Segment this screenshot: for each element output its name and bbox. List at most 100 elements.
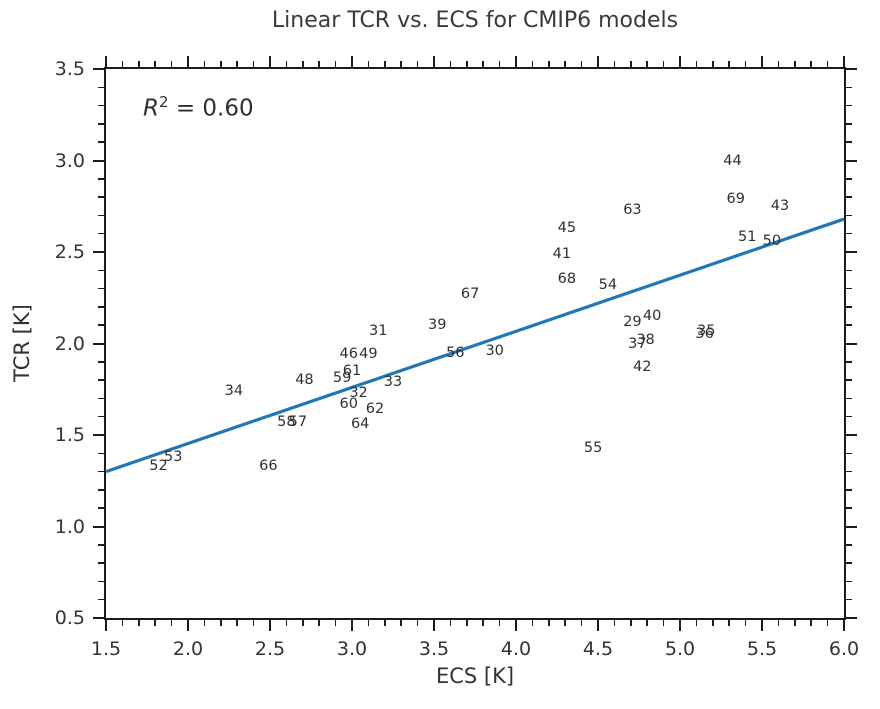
x-minor-tick — [728, 618, 730, 626]
x-minor-tick — [712, 61, 714, 69]
y-minor-tick — [844, 232, 852, 235]
x-tick-label: 2.0 — [172, 638, 204, 660]
x-minor-tick — [744, 618, 747, 626]
point-label: 53 — [164, 448, 183, 465]
y-minor-tick — [844, 287, 852, 290]
y-minor-tick — [844, 415, 852, 418]
x-minor-tick — [712, 618, 714, 626]
point-label: 31 — [369, 322, 388, 339]
y-major-tick — [93, 525, 106, 528]
y-minor-tick — [844, 104, 852, 107]
point-label: 36 — [695, 326, 714, 343]
x-major-tick — [187, 618, 189, 631]
x-tick-label: 5.0 — [664, 638, 696, 660]
y-minor-tick — [844, 379, 852, 381]
y-minor-tick — [98, 232, 106, 235]
y-minor-tick — [844, 306, 852, 308]
y-major-tick — [93, 159, 106, 162]
x-major-tick — [351, 56, 353, 69]
x-minor-tick — [498, 61, 501, 69]
x-minor-tick — [400, 61, 402, 69]
x-minor-tick — [154, 618, 156, 626]
x-tick-label: 4.0 — [500, 638, 532, 660]
x-minor-tick — [613, 618, 616, 626]
y-minor-tick — [844, 86, 852, 89]
x-minor-tick — [580, 61, 583, 69]
x-minor-tick — [252, 61, 255, 69]
x-minor-tick — [285, 618, 288, 626]
y-major-tick — [93, 434, 106, 436]
y-tick-label: 3.5 — [54, 58, 85, 80]
x-major-tick — [761, 56, 763, 69]
y-minor-tick — [98, 562, 106, 564]
x-minor-tick — [236, 618, 238, 626]
x-minor-tick — [416, 61, 419, 69]
y-minor-tick — [844, 598, 852, 601]
x-minor-tick — [466, 61, 468, 69]
y-tick-label: 1.0 — [54, 515, 85, 538]
x-minor-tick — [138, 618, 140, 626]
point-label: 54 — [598, 276, 618, 293]
x-minor-tick — [564, 61, 566, 69]
point-label: 42 — [633, 359, 652, 376]
x-minor-tick — [810, 618, 812, 626]
point-label: 30 — [485, 342, 504, 359]
r-squared-exponent: 2 — [158, 93, 169, 111]
y-minor-tick — [844, 141, 852, 143]
point-label: 45 — [557, 219, 577, 236]
y-minor-tick — [98, 324, 106, 326]
x-minor-tick — [203, 618, 206, 626]
x-minor-tick — [367, 618, 370, 626]
x-major-tick — [597, 56, 599, 69]
x-tick-label: 3.5 — [418, 638, 450, 660]
x-minor-tick — [728, 61, 730, 69]
y-minor-tick — [844, 489, 852, 491]
y-minor-tick — [98, 141, 106, 143]
y-tick-label: 0.5 — [54, 607, 85, 629]
x-minor-tick — [695, 618, 698, 626]
point-label: 57 — [288, 413, 308, 430]
point-label: 32 — [349, 384, 368, 401]
x-minor-tick — [810, 61, 812, 69]
x-minor-tick — [744, 61, 747, 69]
y-minor-tick — [98, 214, 106, 217]
y-minor-tick — [98, 452, 106, 455]
x-major-tick — [269, 618, 271, 631]
x-major-tick — [269, 56, 271, 69]
x-minor-tick — [662, 618, 665, 626]
point-label: 34 — [224, 382, 244, 399]
y-tick-label: 2.5 — [54, 241, 85, 263]
x-major-tick — [105, 618, 107, 631]
x-minor-tick — [367, 61, 370, 69]
x-minor-tick — [121, 618, 124, 626]
x-minor-tick — [384, 61, 386, 69]
y-tick-label: 1.5 — [54, 424, 85, 446]
x-major-tick — [761, 618, 763, 631]
x-minor-tick — [531, 61, 534, 69]
point-label: 68 — [557, 271, 577, 288]
x-minor-tick — [285, 61, 288, 69]
point-label: 52 — [149, 457, 168, 474]
x-minor-tick — [646, 61, 648, 69]
x-minor-tick — [220, 61, 222, 69]
y-minor-tick — [844, 269, 852, 272]
y-minor-tick — [844, 470, 852, 473]
y-major-tick — [844, 159, 857, 162]
x-minor-tick — [777, 61, 780, 69]
point-label: 69 — [726, 190, 745, 207]
x-minor-tick — [826, 618, 829, 626]
x-major-tick — [433, 618, 435, 631]
x-major-tick — [515, 56, 517, 69]
x-minor-tick — [302, 618, 304, 626]
y-major-tick — [93, 342, 106, 345]
fit-line-layer — [105, 217, 845, 474]
point-label: 37 — [628, 335, 647, 352]
y-minor-tick — [98, 415, 106, 418]
point-label: 61 — [342, 362, 362, 379]
x-minor-tick — [449, 61, 452, 69]
regression-line — [105, 217, 845, 474]
x-minor-tick — [695, 61, 698, 69]
x-minor-tick — [777, 618, 780, 626]
y-minor-tick — [844, 580, 852, 583]
